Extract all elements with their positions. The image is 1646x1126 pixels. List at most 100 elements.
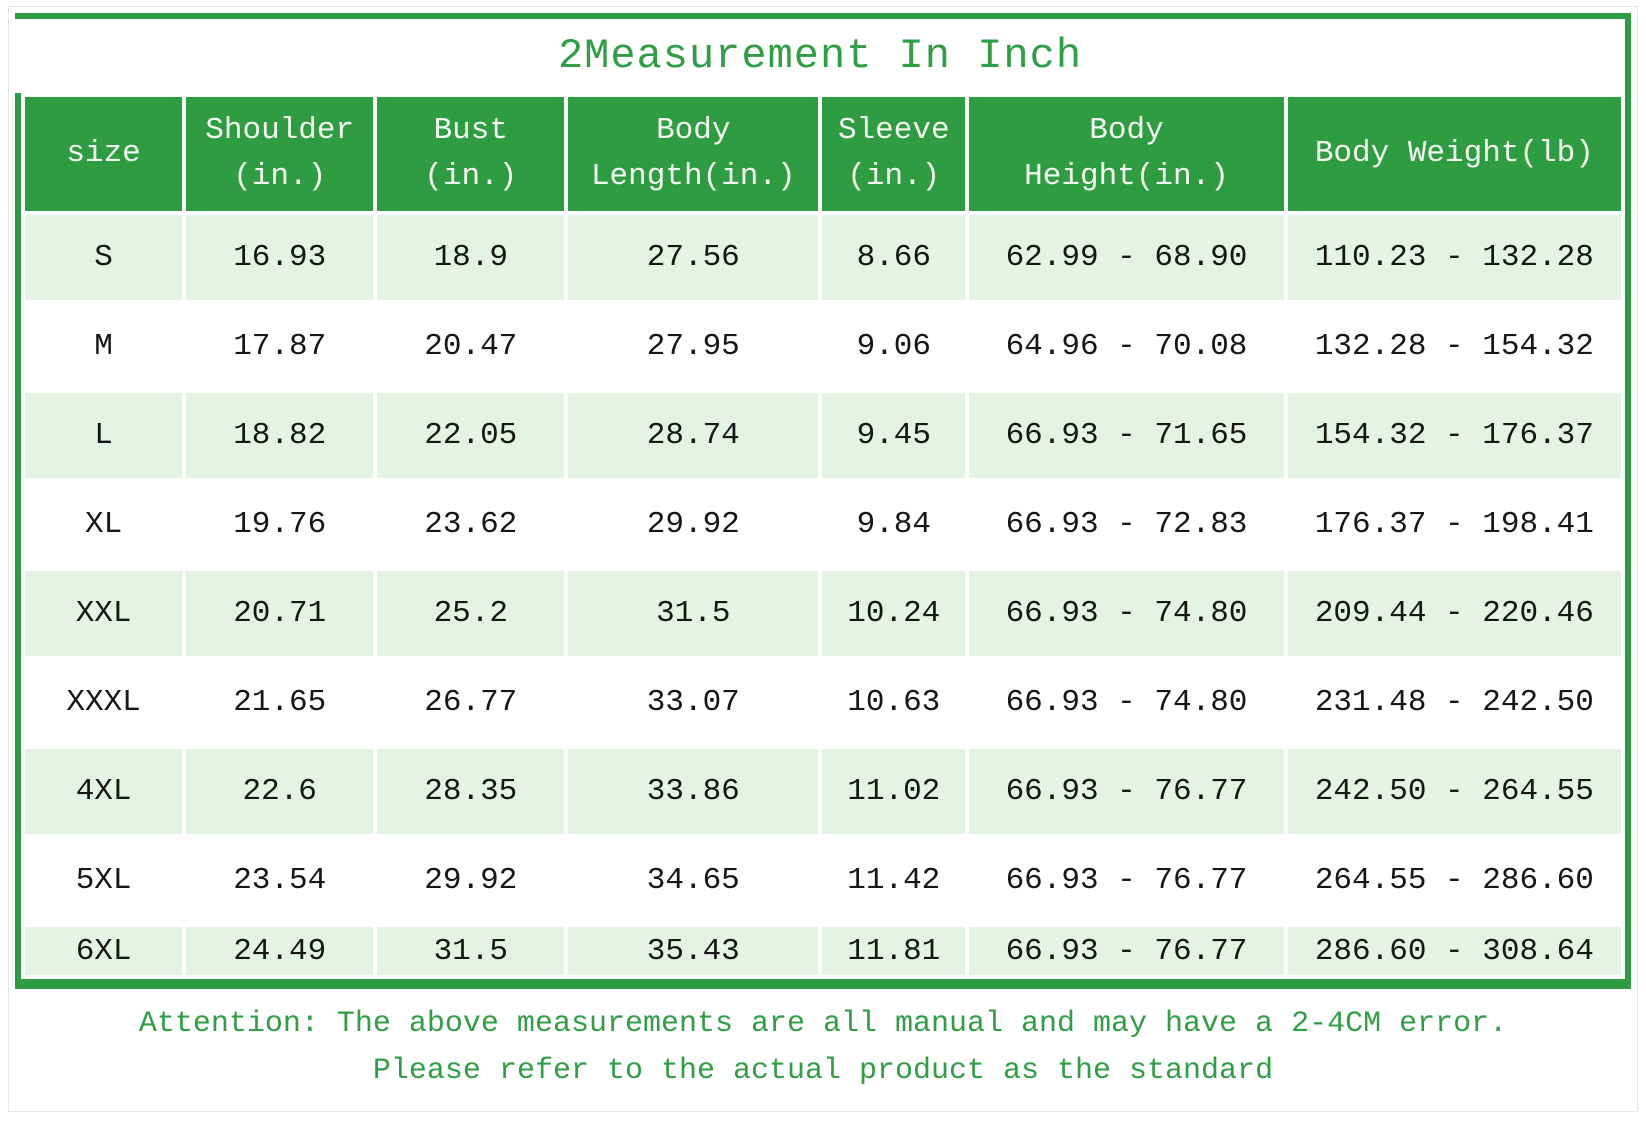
column-header-text: Height(in.) [1024,159,1229,194]
value-cell: 132.28 - 154.32 [1287,304,1621,389]
value-cell: 66.93 - 76.77 [969,749,1284,834]
header-row: size Shoulder (in.) Bust (in.) Body Leng… [25,97,1621,211]
value-cell: 16.93 [186,215,374,300]
value-cell: 66.93 - 74.80 [969,660,1284,745]
value-cell: 231.48 - 242.50 [1287,660,1621,745]
value-cell: 110.23 - 132.28 [1287,215,1621,300]
value-cell: 10.63 [822,660,966,745]
title-row: 2Measurement In Inch [15,19,1631,93]
value-cell: 66.93 - 76.77 [969,927,1284,975]
value-cell: 264.55 - 286.60 [1287,838,1621,923]
value-cell: 28.35 [377,749,565,834]
size-table-body: S 16.93 18.9 27.56 8.66 62.99 - 68.90 110.23 -… [25,215,1621,975]
table-row: 6XL 24.49 31.5 35.43 11.81 66.93 - 76.77 286.6… [25,927,1621,975]
value-cell: 66.93 - 72.83 [969,482,1284,567]
value-cell: 25.2 [377,571,565,656]
column-header-text: (in.) [847,159,941,194]
column-header-text: (in.) [233,159,327,194]
table-row: XXL 20.71 25.2 31.5 10.24 66.93 - 74.80 209.44… [25,571,1621,656]
column-header-text: Length(in.) [590,159,796,194]
value-cell: 24.49 [186,927,374,975]
column-header-body-weight: Body Weight(lb) [1287,97,1621,211]
size-cell: L [25,393,183,478]
size-cell: M [25,304,183,389]
value-cell: 8.66 [822,215,966,300]
value-cell: 34.65 [568,838,819,923]
value-cell: 27.95 [568,304,819,389]
value-cell: 62.99 - 68.90 [969,215,1284,300]
value-cell: 176.37 - 198.41 [1287,482,1621,567]
value-cell: 11.02 [822,749,966,834]
table-row: 5XL 23.54 29.92 34.65 11.42 66.93 - 76.77 264.… [25,838,1621,923]
column-header-text: (in.) [424,159,518,194]
value-cell: 21.65 [186,660,374,745]
bottom-divider [15,979,1631,989]
value-cell: 27.56 [568,215,819,300]
value-cell: 22.6 [186,749,374,834]
value-cell: 242.50 - 264.55 [1287,749,1621,834]
table-row: XL 19.76 23.62 29.92 9.84 66.93 - 72.83 176.37… [25,482,1621,567]
value-cell: 17.87 [186,304,374,389]
column-header-sleeve: Sleeve (in.) [822,97,966,211]
value-cell: 9.45 [822,393,966,478]
value-cell: 64.96 - 70.08 [969,304,1284,389]
column-header-text: Body [1089,112,1164,148]
table-row: S 16.93 18.9 27.56 8.66 62.99 - 68.90 110.23 -… [25,215,1621,300]
value-cell: 66.93 - 76.77 [969,838,1284,923]
column-header-text: Bust [433,112,508,148]
value-cell: 10.24 [822,571,966,656]
attention-line-1: Attention: The above measurements are al… [138,1007,1508,1041]
size-cell: XL [25,482,183,567]
value-cell: 35.43 [568,927,819,975]
value-cell: 31.5 [377,927,565,975]
value-cell: 20.47 [377,304,565,389]
table-row: XXXL 21.65 26.77 33.07 10.63 66.93 - 74.80 231… [25,660,1621,745]
size-cell: XXXL [25,660,183,745]
size-cell: 6XL [25,927,183,975]
value-cell: 29.92 [377,838,565,923]
column-header-text: Body [656,112,731,148]
value-cell: 23.54 [186,838,374,923]
value-cell: 18.82 [186,393,374,478]
column-header-text: Body Weight(lb) [1314,135,1594,171]
value-cell: 29.92 [568,482,819,567]
value-cell: 31.5 [568,571,819,656]
value-cell: 66.93 - 74.80 [969,571,1284,656]
value-cell: 26.77 [377,660,565,745]
column-header-shoulder: Shoulder (in.) [186,97,374,211]
page-title: 2Measurement In Inch [557,32,1083,80]
value-cell: 20.71 [186,571,374,656]
attention-note: Attention: The above measurements are al… [9,989,1637,1094]
size-table-wrap: size Shoulder (in.) Bust (in.) Body Leng… [15,93,1631,979]
value-cell: 9.84 [822,482,966,567]
value-cell: 11.81 [822,927,966,975]
size-cell: XXL [25,571,183,656]
value-cell: 9.06 [822,304,966,389]
size-cell: S [25,215,183,300]
size-cell: 4XL [25,749,183,834]
column-header-body-length: Body Length(in.) [568,97,819,211]
size-chart-panel: 2Measurement In Inch size Shoulder (in.) [8,6,1638,1112]
column-header-text: Sleeve [837,112,950,148]
value-cell: 154.32 - 176.37 [1287,393,1621,478]
value-cell: 28.74 [568,393,819,478]
table-row: L 18.82 22.05 28.74 9.45 66.93 - 71.65 154.32 … [25,393,1621,478]
attention-line-2: Please refer to the actual product as th… [372,1053,1274,1088]
value-cell: 209.44 - 220.46 [1287,571,1621,656]
value-cell: 33.07 [568,660,819,745]
column-header-text: size [66,135,141,171]
value-cell: 66.93 - 71.65 [969,393,1284,478]
column-header-size: size [25,97,183,211]
value-cell: 286.60 - 308.64 [1287,927,1621,975]
value-cell: 23.62 [377,482,565,567]
column-header-body-height: Body Height(in.) [969,97,1284,211]
value-cell: 19.76 [186,482,374,567]
value-cell: 33.86 [568,749,819,834]
value-cell: 18.9 [377,215,565,300]
value-cell: 11.42 [822,838,966,923]
size-cell: 5XL [25,838,183,923]
column-header-text: Shoulder [205,112,355,148]
top-divider [15,13,1631,19]
size-table: size Shoulder (in.) Bust (in.) Body Leng… [21,93,1625,979]
table-row: M 17.87 20.47 27.95 9.06 64.96 - 70.08 132.28 … [25,304,1621,389]
